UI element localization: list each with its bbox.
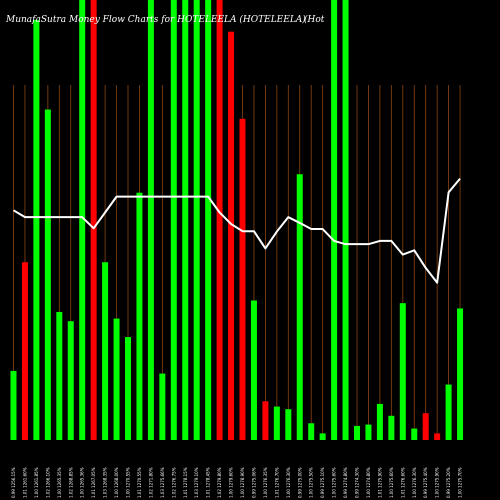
money-flow-bar <box>422 413 429 440</box>
money-flow-bar <box>411 428 418 440</box>
x-tick-label: 1.00 1265.35% <box>57 467 62 498</box>
x-tick-label: 1.00 1275.90% <box>435 467 440 498</box>
x-tick-label: 1.03 1268.35% <box>103 467 108 498</box>
money-flow-bar <box>44 109 51 440</box>
money-flow-bar <box>228 31 235 441</box>
x-tick-label: 1.00 1275.60% <box>389 467 394 498</box>
x-tick-label: 1.02 1271.80% <box>148 467 153 498</box>
money-flow-bar <box>67 321 74 440</box>
chart-title: MunafaSutra Money Flow Charts for HOTELE… <box>5 14 306 25</box>
money-flow-bar <box>125 337 131 440</box>
money-flow-bar <box>102 262 109 440</box>
money-flow-bar <box>457 308 464 440</box>
money-flow-bar <box>170 0 177 440</box>
money-flow-bar <box>388 415 395 440</box>
x-tick-label: 0.99 1274.80% <box>343 467 348 498</box>
x-tick-label: 1.02 1266.10% <box>45 467 50 498</box>
x-tick-label: 0.99 1275.06% <box>251 467 256 498</box>
x-tick-label: 1.01 1275.90% <box>377 467 382 498</box>
money-flow-bar <box>56 311 63 440</box>
money-flow-bar <box>90 0 97 440</box>
x-tick-label: 1.02 1268.85% <box>68 467 73 498</box>
x-tick-label: 1.00 1278.90% <box>240 467 245 498</box>
x-tick-label: 1.03 1275.66% <box>160 467 165 498</box>
x-tick-label: 1.00 1276.30% <box>412 467 417 498</box>
money-flow-bar <box>193 0 200 440</box>
x-tick-label: 1.00 1275.50% <box>309 467 314 498</box>
x-tick-label: 1.00 1270.55% <box>126 467 131 498</box>
x-tick-label: 1.01 1276.60% <box>400 467 405 498</box>
x-tick-label: 1.00 1276.30% <box>286 467 291 498</box>
money-flow-bar <box>365 424 372 440</box>
money-flow-bar <box>376 403 383 440</box>
x-tick-label: 1.01 1278.15% <box>183 467 188 498</box>
x-tick-label: 0.99 1275.10% <box>320 467 325 498</box>
x-tick-label: 1.03 1279.10% <box>194 467 199 498</box>
money-flow-bar <box>250 300 257 440</box>
money-flow-bar <box>262 401 269 440</box>
money-flow-bar <box>331 0 338 440</box>
x-tick-label: 0.99 1256.15% <box>11 467 16 498</box>
x-tick-label: 1.02 1279.80% <box>217 467 222 498</box>
money-flow-bar <box>273 406 280 440</box>
x-tick-label: 1.00 1279.60% <box>229 467 234 498</box>
x-tick-label: 1.02 1276.75% <box>171 467 176 498</box>
money-flow-bar <box>21 262 28 440</box>
x-tick-label: 1.01 1270.55% <box>137 467 142 498</box>
money-flow-bar <box>216 0 223 440</box>
money-flow-bar <box>159 373 166 440</box>
x-tick-label: 0.99 1275.20% <box>446 467 451 498</box>
x-tick-label: 0.99 1275.40% <box>423 467 428 498</box>
x-tick-label: 0.99 1275.00% <box>297 467 302 498</box>
x-tick-label: 1.01 1261.60% <box>22 467 27 498</box>
money-flow-bars <box>10 0 464 441</box>
x-tick-label: 0.99 1274.30% <box>355 467 360 498</box>
chart-title-right: (Hot <box>304 14 325 25</box>
money-flow-bar <box>308 423 315 440</box>
money-flow-bar <box>296 174 303 441</box>
money-flow-bar <box>182 0 189 440</box>
x-tick-label: 1.00 1276.35% <box>263 467 268 498</box>
x-tick-label: 1.00 1265.36% <box>80 467 85 498</box>
x-tick-label: 1.00 1275.70% <box>458 467 463 498</box>
x-tick-label: 1.00 1261.85% <box>34 467 39 498</box>
money-flow-bar <box>79 0 86 440</box>
money-flow-bar <box>434 433 441 440</box>
price-line <box>12 177 461 284</box>
price-line-layer <box>12 177 461 284</box>
money-flow-bar <box>342 0 349 440</box>
money-flow-bar <box>399 303 406 440</box>
money-flow-bar <box>113 318 120 440</box>
money-flow-bar <box>354 425 360 440</box>
money-flow-bar <box>239 118 246 441</box>
money-flow-bar <box>136 192 143 440</box>
money-flow-bar <box>33 19 40 441</box>
x-tick-labels: 0.99 1256.15% 1.01 1261.60% 1.00 1261.85% 1… <box>11 467 463 498</box>
money-flow-bar <box>445 384 452 440</box>
money-flow-bar <box>205 0 212 440</box>
x-tick-label: 1.00 1274.80% <box>366 467 371 498</box>
money-flow-bar <box>285 409 292 440</box>
money-flow-bar <box>319 433 326 440</box>
x-tick-label: 1.00 1275.60% <box>332 467 337 498</box>
money-flow-bar <box>10 370 17 440</box>
x-tick-label: 1.01 1267.05% <box>91 467 96 498</box>
x-tick-label: 1.00 1268.00% <box>114 467 119 498</box>
money-flow-bar <box>147 0 154 440</box>
x-tick-label: 1.01 1278.45% <box>206 467 211 498</box>
x-tick-label: 1.01 1276.70% <box>274 467 279 498</box>
